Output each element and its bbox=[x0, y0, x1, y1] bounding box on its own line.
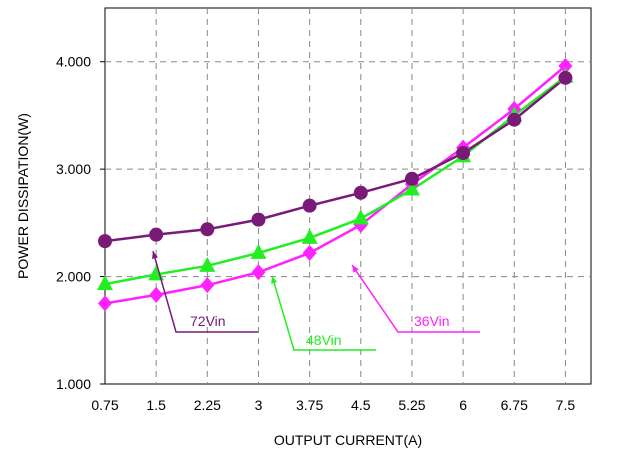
data-point-36Vin bbox=[558, 58, 573, 75]
series-lines bbox=[104, 65, 567, 305]
callout-line-48Vin bbox=[271, 275, 376, 351]
annotation-label-48Vin: 48Vin bbox=[306, 332, 342, 348]
x-tick-label: 3 bbox=[255, 397, 263, 413]
y-tick-label: 3.000 bbox=[56, 161, 91, 177]
x-tick-label: 4.5 bbox=[351, 397, 371, 413]
callout-arrow-72Vin bbox=[152, 251, 159, 260]
callout-line-36Vin bbox=[351, 264, 480, 333]
series-markers bbox=[97, 58, 574, 312]
x-tick-label: 0.75 bbox=[91, 397, 118, 413]
data-point-72Vin bbox=[404, 171, 419, 186]
data-point-72Vin bbox=[456, 146, 471, 161]
series-line-36Vin bbox=[104, 65, 567, 305]
x-tick-label: 3.75 bbox=[296, 397, 323, 413]
y-tick-labels: 1.000 2.000 3.000 4.000 bbox=[56, 54, 91, 392]
data-point-72Vin bbox=[353, 185, 368, 200]
y-axis-label: POWER DISSIPATION(W) bbox=[15, 113, 31, 279]
data-point-48Vin bbox=[97, 275, 113, 291]
data-point-48Vin bbox=[199, 256, 216, 272]
x-tick-label: 1.5 bbox=[146, 397, 166, 413]
y-tick-label: 2.000 bbox=[56, 269, 91, 285]
x-tick-labels: 0.75 1.5 2.25 3 3.75 4.5 5.25 6 6.75 7.5 bbox=[91, 397, 575, 413]
callout-arrow-48Vin bbox=[271, 275, 278, 284]
data-point-72Vin bbox=[558, 70, 573, 85]
y-tick-label: 4.000 bbox=[56, 54, 91, 70]
annotation-label-72Vin: 72Vin bbox=[190, 313, 226, 329]
data-point-48Vin bbox=[403, 180, 420, 196]
x-tick-label: 7.5 bbox=[556, 397, 576, 413]
callout-arrow-36Vin bbox=[352, 264, 359, 273]
data-point-48Vin bbox=[301, 228, 318, 244]
data-point-36Vin bbox=[251, 264, 266, 281]
x-tick-label: 6 bbox=[459, 397, 467, 413]
annotation-label-36Vin: 36Vin bbox=[414, 313, 450, 329]
data-point-72Vin bbox=[200, 222, 215, 237]
annotations: 72Vin 48Vin 36Vin bbox=[152, 250, 480, 351]
grid-lines bbox=[100, 8, 592, 385]
data-point-48Vin bbox=[250, 243, 267, 259]
data-point-72Vin bbox=[98, 234, 112, 249]
series-line-72Vin bbox=[104, 76, 567, 243]
data-point-36Vin bbox=[149, 286, 164, 303]
data-point-72Vin bbox=[251, 212, 266, 227]
data-point-72Vin bbox=[507, 112, 522, 127]
x-tick-label: 2.25 bbox=[194, 397, 221, 413]
x-axis-label: OUTPUT CURRENT(A) bbox=[274, 432, 422, 448]
x-tick-label: 6.75 bbox=[501, 397, 528, 413]
data-point-36Vin bbox=[302, 244, 317, 261]
callout-line-72Vin bbox=[152, 250, 258, 333]
data-point-36Vin bbox=[98, 295, 112, 312]
data-point-72Vin bbox=[149, 227, 164, 242]
y-tick-label: 1.000 bbox=[56, 376, 91, 392]
data-point-48Vin bbox=[352, 209, 369, 225]
data-point-36Vin bbox=[200, 277, 215, 294]
data-point-72Vin bbox=[302, 198, 317, 213]
x-tick-label: 5.25 bbox=[398, 397, 425, 413]
